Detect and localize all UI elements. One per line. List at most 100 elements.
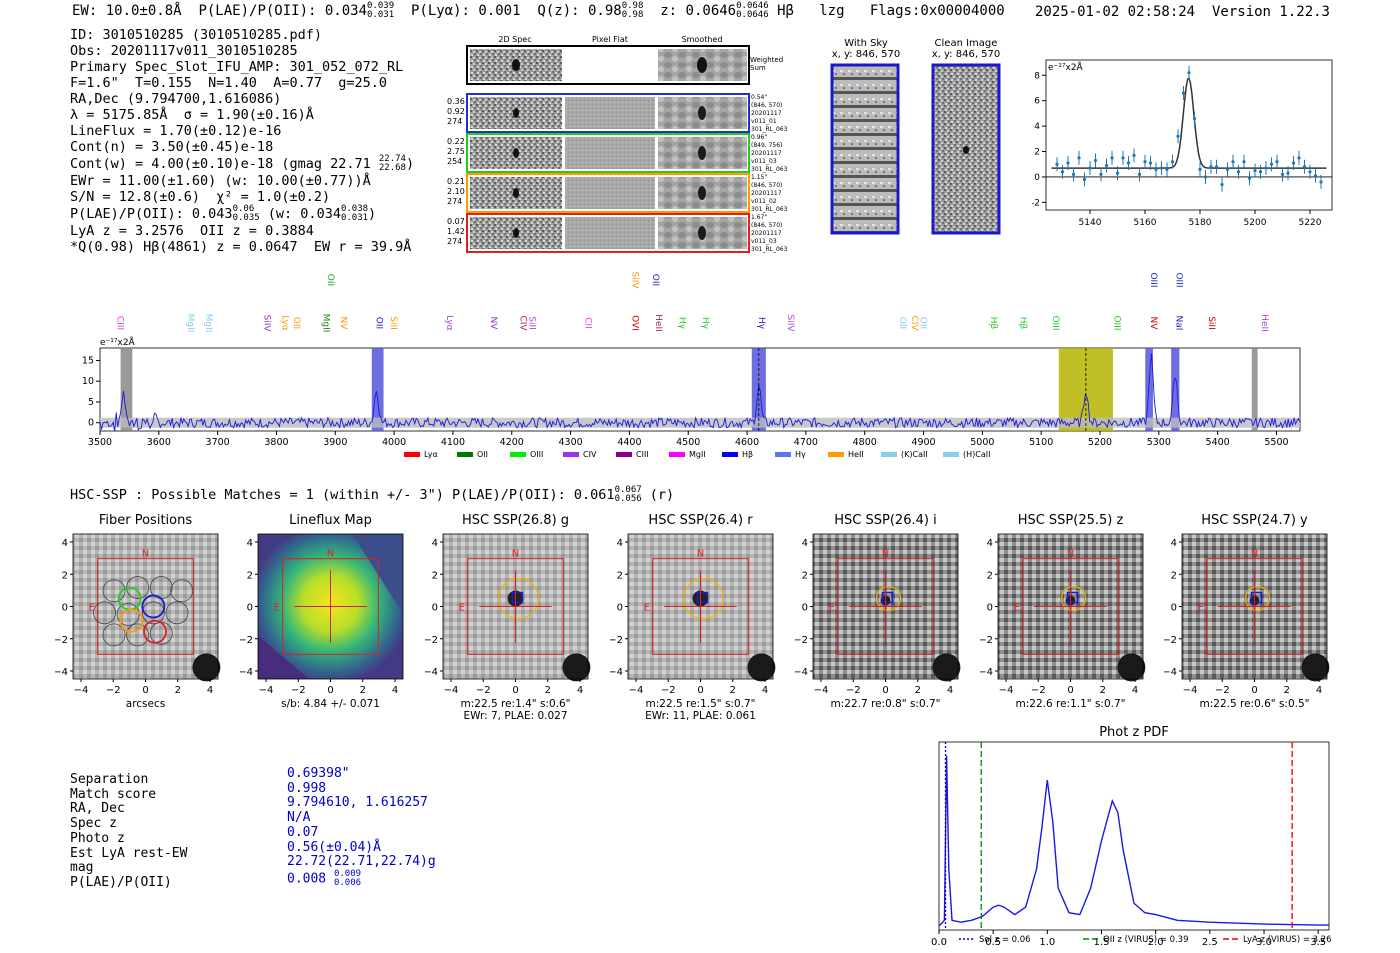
zoom-point bbox=[1242, 160, 1246, 164]
zoom-plot-area bbox=[1045, 59, 1333, 211]
spectrum-line-label: MgII bbox=[185, 314, 195, 333]
col-title-smoothed: Smoothed bbox=[682, 35, 723, 44]
cutout-stat: 0.92 bbox=[447, 107, 465, 116]
lineflux-edge bbox=[352, 534, 403, 614]
panel-xtick-label: 4 bbox=[1132, 685, 1138, 696]
info-plae: P(LAE)/P(OII): 0.043 bbox=[70, 206, 233, 222]
panel-ytick-label: 2 bbox=[432, 570, 438, 581]
fiber-circle bbox=[165, 601, 189, 625]
spectrum-xtick-label: 5000 bbox=[970, 437, 994, 448]
aperture-ellipse bbox=[875, 585, 902, 612]
legend-swatch bbox=[616, 452, 632, 457]
imaging-panels: Fiber Positions N E 4 2 0 −2 −4 −4 −2 0 2 4 arcsecs Li… bbox=[0, 510, 1400, 725]
zoom-point bbox=[1126, 161, 1131, 165]
header-plya: P(Lyα): 0.001 bbox=[410, 3, 521, 19]
bright-neighbor bbox=[192, 653, 221, 682]
search-box bbox=[1206, 558, 1303, 655]
pdf-legend-label: Sol z = 0.06 bbox=[979, 935, 1031, 945]
aperture-ellipse bbox=[1244, 585, 1271, 612]
panel-ytick-label: 4 bbox=[432, 538, 438, 549]
spectrum-xtick-label: 3500 bbox=[88, 437, 112, 448]
legend-swatch bbox=[828, 452, 844, 457]
pdf-xtick-label: 2.0 bbox=[1148, 937, 1164, 948]
cutout-stat: 254 bbox=[447, 157, 462, 166]
spectrum-line-label: OII bbox=[291, 317, 301, 329]
spectrum-line-label: OIII bbox=[1173, 272, 1183, 287]
panel-xtick-label: 2 bbox=[730, 685, 736, 696]
panel-frame bbox=[257, 533, 404, 680]
spectrum-line-label: SiII bbox=[1206, 316, 1216, 330]
weighted-sum-row: Weighted Sum bbox=[466, 45, 783, 85]
zoom-point bbox=[1269, 162, 1274, 166]
header-timestamp: 2025-01-02 02:58:24 Version 1.22.3 bbox=[1035, 4, 1330, 20]
zoom-ylabel: e⁻¹⁷x2Å bbox=[1048, 61, 1084, 73]
spectrum-line-label: SiIV bbox=[262, 314, 272, 332]
zoom-point bbox=[1264, 166, 1268, 170]
zoom-point bbox=[1148, 161, 1153, 165]
spectrum-xtick-label: 4300 bbox=[558, 437, 582, 448]
panel-frame bbox=[72, 533, 219, 680]
cutout-meta: (849, 756) bbox=[751, 142, 782, 149]
spectrum-ytick-label: 15 bbox=[82, 355, 94, 366]
legend-swatch bbox=[457, 452, 473, 457]
zoom-point bbox=[1181, 91, 1186, 95]
fiber-circle-highlight bbox=[119, 608, 144, 633]
spectrum-line-label: SiIV bbox=[785, 314, 795, 332]
legend-swatch bbox=[881, 452, 897, 457]
zoom-point bbox=[1071, 172, 1076, 177]
weighted-sum-label: Weighted bbox=[750, 56, 783, 64]
spectrum-line-label: NaI bbox=[1173, 316, 1183, 331]
info-best-solution: *Q(0.98) Hβ(4861) z = 0.0647 EW r = 39.9… bbox=[70, 239, 412, 255]
panel-xtick-label: 2 bbox=[545, 685, 551, 696]
zoom-xtick-label: 5220 bbox=[1299, 218, 1322, 228]
spectrum-line-label: Lyα bbox=[279, 315, 289, 331]
panel-caption: arcsecs bbox=[125, 698, 166, 710]
info-lineflux: LineFlux = 1.70(±0.12)e-16 bbox=[70, 123, 282, 139]
zoom-point bbox=[1286, 171, 1290, 175]
lineflux-edge bbox=[258, 635, 309, 679]
spectrum-xtick-label: 3900 bbox=[323, 437, 347, 448]
panel-image: N E 4 2 0 −2 −4 −4 −2 0 2 4 bbox=[795, 533, 961, 696]
match-value: 0.69398" bbox=[287, 766, 350, 781]
zoom-point bbox=[1247, 176, 1252, 180]
panel-ytick-label: 2 bbox=[1171, 570, 1177, 581]
catalog-marker bbox=[881, 591, 894, 604]
zoom-point bbox=[1198, 167, 1202, 171]
legend-label: MgII bbox=[689, 450, 706, 459]
north-label: N bbox=[1251, 549, 1258, 560]
east-label: E bbox=[459, 603, 465, 614]
cutout-stat: 274 bbox=[447, 237, 462, 246]
spectrum-highlight-band bbox=[1251, 348, 1258, 431]
spectrum-flux-line bbox=[99, 353, 1301, 432]
spectrum-xtick-label: 3800 bbox=[264, 437, 288, 448]
panel-title: HSC SSP(26.4) r bbox=[648, 513, 753, 528]
panel-xtick-label: 2 bbox=[1284, 685, 1290, 696]
zoom-ytick-label: 8 bbox=[1034, 71, 1040, 81]
panel-ytick-label: −4 bbox=[610, 667, 623, 678]
zoom-point bbox=[1159, 166, 1164, 170]
panel-xtick-label: −4 bbox=[629, 685, 644, 696]
spectrum-line-label: HeII bbox=[653, 314, 663, 332]
cutout-meta: 1.67" bbox=[751, 214, 767, 221]
search-box bbox=[467, 558, 564, 655]
panel-xtick-label: −4 bbox=[999, 685, 1014, 696]
panel-image: N E 4 2 0 −2 −4 −4 −2 0 2 4 bbox=[1164, 533, 1330, 696]
north-label: N bbox=[512, 549, 519, 560]
panel-ytick-label: −4 bbox=[795, 667, 808, 678]
pdf-curve bbox=[938, 755, 1329, 927]
spectrum-line-label: NV bbox=[338, 317, 348, 331]
panel-xtick-label: 2 bbox=[1100, 685, 1106, 696]
panel-caption: m:22.5 re:0.6" s:0.5" bbox=[1199, 698, 1310, 710]
panel-image: N E 4 2 0 −2 −4 −4 −2 0 2 4 bbox=[610, 533, 776, 696]
panel-xtick-label: 0 bbox=[1067, 685, 1073, 696]
panel-frame bbox=[442, 533, 589, 680]
zoom-ytick-label: 2 bbox=[1034, 148, 1040, 158]
zoom-point bbox=[1060, 170, 1065, 174]
panel-xtick-label: −2 bbox=[1215, 685, 1230, 696]
spectrum-line-label: Hβ bbox=[988, 317, 998, 330]
zoom-point bbox=[1137, 172, 1142, 177]
zoom-point bbox=[1214, 165, 1219, 169]
spectrum-line-label: OVI bbox=[629, 315, 639, 331]
cutout-stat: 2.10 bbox=[447, 187, 465, 196]
cutout-meta: 301_RL_063 bbox=[751, 126, 788, 133]
